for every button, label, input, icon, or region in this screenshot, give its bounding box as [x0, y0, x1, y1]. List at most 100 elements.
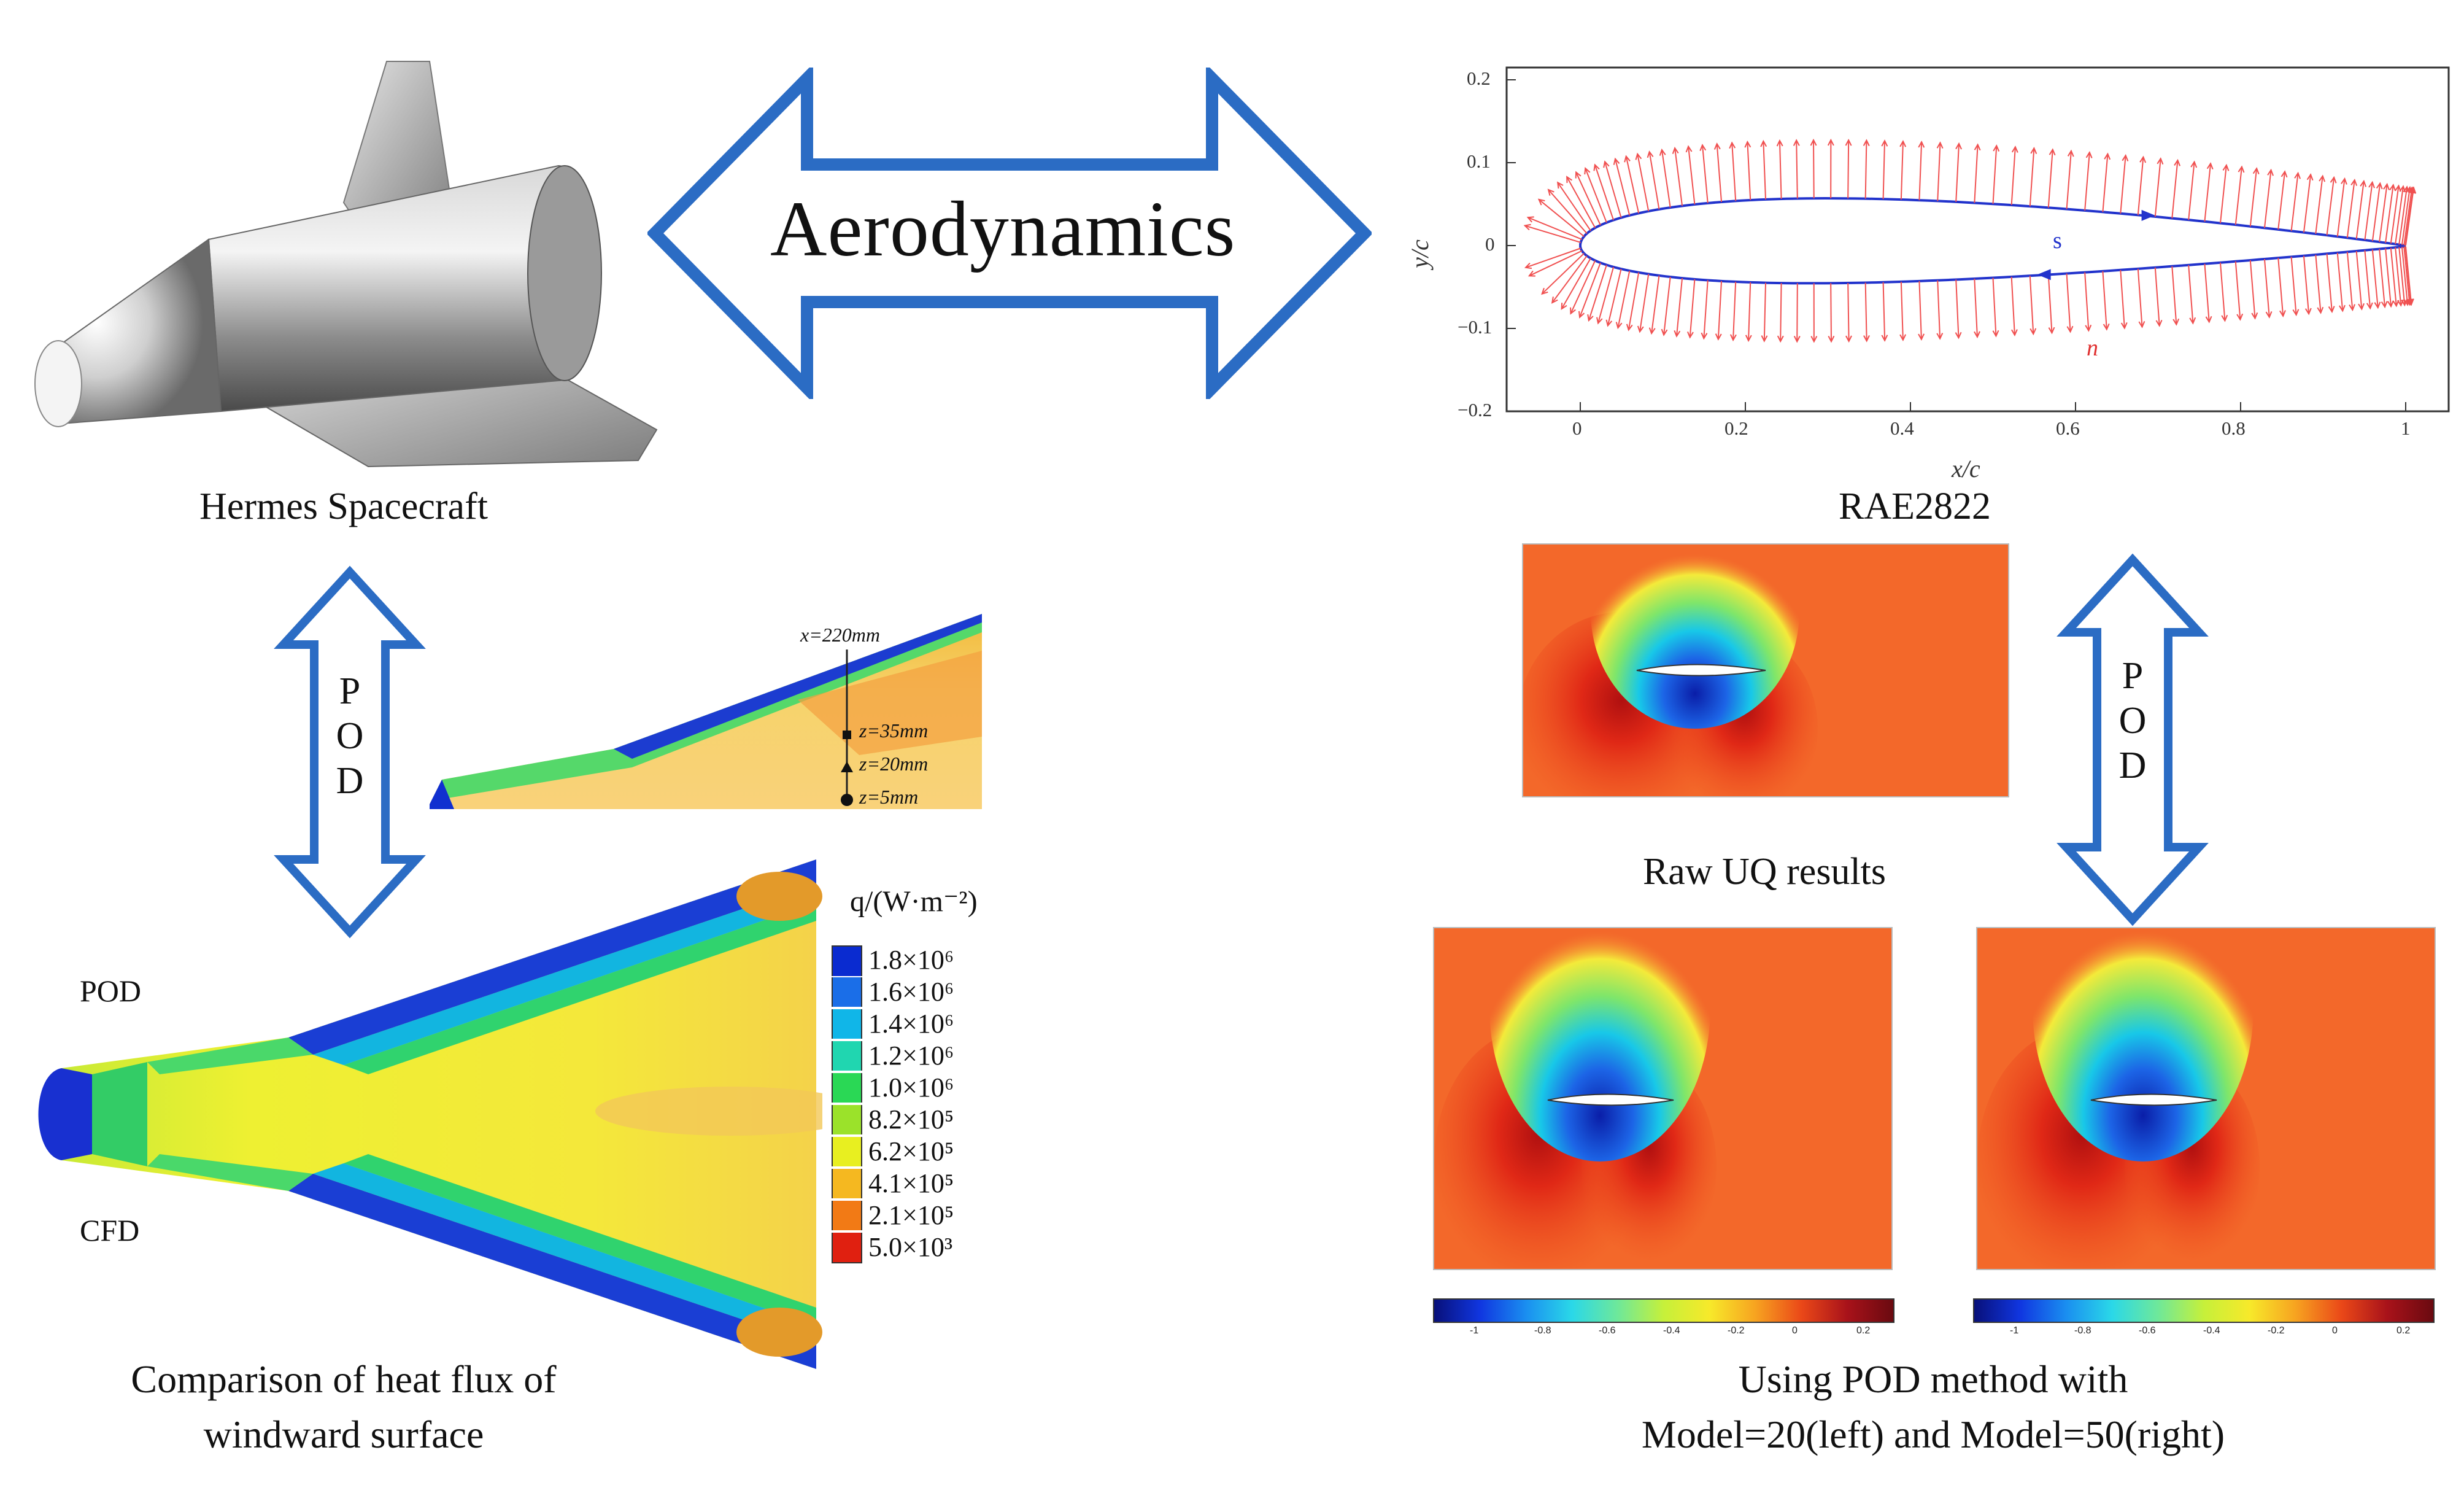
- normal-vector-head: [2205, 316, 2212, 324]
- legend-swatch: [832, 1041, 862, 1071]
- normal-vector: [2364, 250, 2371, 309]
- normal-vector: [1864, 282, 1867, 341]
- normal-vector-head: [1713, 142, 1721, 150]
- colorbar-tick: 0.2: [2396, 1325, 2411, 1336]
- normal-vector-head: [1699, 144, 1707, 151]
- normal-vector: [1607, 268, 1622, 326]
- comparison-caption-line2: windward surface: [203, 1413, 484, 1456]
- normal-vector-head: [1566, 176, 1573, 184]
- n-label: n⃗: [2087, 335, 2117, 361]
- normal-vector-head: [2011, 145, 2018, 153]
- normal-vector-head: [2294, 171, 2301, 179]
- normal-vector-head: [2048, 327, 2055, 335]
- pod-caption-line2: Model=20(left) and Model=50(right): [1641, 1413, 2225, 1456]
- normal-vector-head: [2251, 312, 2258, 320]
- ytick-neg-0.2: −0.2: [1458, 399, 1493, 421]
- legend-entry: 8.2×10⁵: [868, 1104, 954, 1134]
- normal-vector: [2315, 176, 2323, 235]
- normal-vector-head: [2292, 309, 2300, 317]
- legend-title: q/(W·m⁻²): [850, 885, 978, 918]
- normal-vector: [1882, 141, 1886, 200]
- normal-vector: [2137, 268, 2143, 327]
- normal-vector-head: [1524, 262, 1532, 269]
- normal-vector-head: [2174, 158, 2181, 166]
- normal-vector-head: [1603, 160, 1610, 168]
- normal-vector: [1747, 142, 1751, 201]
- normal-vector: [1796, 140, 1798, 199]
- normal-vector-head: [2011, 329, 2018, 336]
- normal-vector-head: [2387, 300, 2394, 308]
- pod-letter-p: P: [339, 670, 361, 712]
- normal-vector: [1688, 146, 1696, 205]
- normal-vector: [2303, 174, 2312, 233]
- legend-swatch: [832, 945, 862, 976]
- colorbar-tick: -0.8: [1534, 1325, 1551, 1336]
- normal-vector-head: [2236, 313, 2244, 321]
- normal-vector-head: [2157, 157, 2164, 165]
- normal-vector: [2371, 249, 2379, 308]
- colorbar-tick: 0: [2332, 1325, 2338, 1336]
- cut-label-x: x=220mm: [798, 624, 883, 646]
- xtick-0: 0: [1572, 417, 1582, 439]
- normal-vector: [1551, 255, 1588, 303]
- normal-vector-head: [2265, 311, 2273, 319]
- normal-vector: [2029, 276, 2034, 335]
- airfoil-lower-surface: [1579, 245, 2406, 285]
- normal-vector-head: [1661, 328, 1668, 336]
- normal-vector: [1796, 283, 1798, 342]
- normal-vector: [1955, 279, 1960, 338]
- normal-vector: [2084, 272, 2090, 331]
- legend-swatches: 1.8×10⁶ 1.6×10⁶ 1.4×10⁶ 1.2×10⁶ 1.0×10⁶ 8.2×1…: [832, 945, 1034, 1263]
- ytick-0.1: 0.1: [1467, 150, 1491, 172]
- normal-vector-head: [1593, 163, 1600, 171]
- normal-vector: [2390, 185, 2400, 244]
- normal-vector: [1937, 280, 1941, 339]
- normal-vector-head: [2122, 153, 2129, 161]
- legend-swatch: [832, 1233, 862, 1263]
- normal-vector-head: [2085, 324, 2092, 332]
- legend-entry: 1.4×10⁶: [868, 1009, 954, 1039]
- normal-vector-head: [2403, 185, 2410, 193]
- normal-vector-head: [1827, 138, 1834, 146]
- normal-vector: [1717, 281, 1723, 339]
- normal-vector-head: [1955, 142, 1963, 150]
- normal-vector-head: [1647, 150, 1654, 158]
- airfoil-normal-vector-plot: 0.2 0.1 0 −0.1 −0.2 0 0.2 0.4 0.6 0.8 1 …: [1399, 37, 2455, 491]
- normal-vector: [2263, 258, 2270, 317]
- pod-caption-line1: Using POD method with: [1738, 1357, 2128, 1401]
- normal-vector-head: [1936, 333, 1944, 340]
- normal-vector: [1597, 266, 1615, 324]
- normal-vector: [1663, 276, 1671, 335]
- hermes-spacecraft-image: [34, 61, 658, 468]
- rae2822-caption: RAE2822: [1839, 486, 1991, 527]
- normal-vector: [1778, 141, 1782, 200]
- right-pod-letters: P O D: [2108, 654, 2157, 788]
- ytick-0: 0: [1485, 233, 1495, 255]
- normal-vector: [1648, 152, 1660, 210]
- normal-vector: [2120, 269, 2125, 328]
- normal-vector-head: [2030, 328, 2037, 336]
- normal-vector-head: [1547, 188, 1554, 196]
- normal-vector-head: [1760, 139, 1767, 147]
- normal-vector: [1882, 282, 1886, 341]
- colorbar-tick: -1: [1470, 1325, 1479, 1336]
- normal-vector-head: [1863, 335, 1870, 343]
- normal-vector: [2398, 247, 2406, 306]
- normal-vector-head: [1899, 334, 1907, 342]
- normal-vector-head: [2155, 319, 2163, 327]
- normal-vector-head: [1744, 140, 1751, 148]
- colorbar-tick: -0.2: [2268, 1325, 2285, 1336]
- normal-vector: [1864, 140, 1867, 199]
- normal-vector-head: [1729, 141, 1736, 149]
- normal-vector-head: [2350, 178, 2358, 186]
- pressure-colorbar-left: -1 -0.8 -0.6 -0.4 -0.2 0 0.2: [1433, 1298, 1894, 1347]
- normal-vector-head: [1899, 139, 1907, 147]
- colorbar-tick: 0: [1792, 1325, 1798, 1336]
- heat-flux-legend: q/(W·m⁻²) 1.8×10⁶ 1.6×10⁶ 1.4×10⁶ 1.2×10⁶ 1.…: [832, 884, 1034, 1277]
- normal-vector: [2277, 171, 2286, 230]
- normal-vector-head: [1526, 216, 1534, 223]
- normal-vector-head: [1828, 335, 1835, 343]
- normal-vector-head: [1570, 307, 1576, 315]
- normal-vector-head: [1596, 317, 1603, 325]
- normal-vector-head: [1918, 333, 1925, 341]
